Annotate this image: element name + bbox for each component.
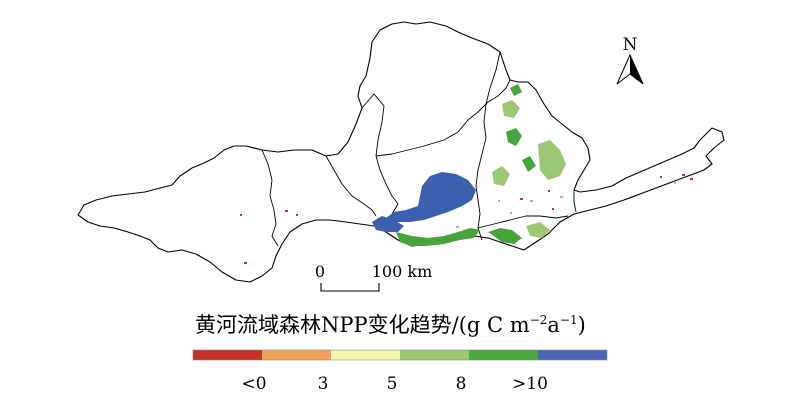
legend-tick-label: <0 xyxy=(241,374,266,394)
npp-patch-light-green xyxy=(492,166,510,186)
scale-bar-end-label: 100 km xyxy=(372,262,433,281)
npp-patch-light-green xyxy=(502,100,520,118)
npp-patch-high-trend xyxy=(386,172,476,222)
npp-patch-green xyxy=(506,128,522,146)
npp-patch-light-green xyxy=(538,140,566,180)
legend-title-end: ) xyxy=(577,313,586,337)
north-arrow: N xyxy=(616,35,644,85)
legend-tick-label: >10 xyxy=(512,374,548,394)
legend-title-exp2: −1 xyxy=(559,313,578,327)
sub-basin-boundary-lower xyxy=(573,190,577,213)
sub-basin-boundary-fen xyxy=(475,51,501,241)
npp-trend-patches xyxy=(240,84,693,264)
sub-basin-boundary-north xyxy=(375,79,511,157)
legend-color-ramp xyxy=(192,349,608,361)
legend-class-swatch xyxy=(331,350,400,360)
legend-title-main: 黄河流域森林NPP变化趋势/(g C m xyxy=(195,313,530,337)
legend-class-swatch xyxy=(538,350,607,360)
sub-basin-boundary-ordos xyxy=(361,93,399,205)
npp-patch-green xyxy=(510,84,522,96)
npp-patch-decrease-specks xyxy=(240,174,693,264)
legend-title: 黄河流域森林NPP变化趋势/(g C m−2a−1) xyxy=(195,309,635,339)
sub-basin-boundary-loop xyxy=(325,155,377,217)
sub-basin-boundary-south xyxy=(477,215,569,229)
legend-tick-label: 8 xyxy=(456,374,467,394)
npp-patch-green xyxy=(522,156,536,172)
npp-patch-high-trend xyxy=(372,216,404,232)
legend-title-exp1: −2 xyxy=(529,313,548,327)
legend-class-swatch xyxy=(193,350,262,360)
legend-class-swatch xyxy=(400,350,469,360)
legend-tick-label: 3 xyxy=(318,374,329,394)
legend-class-swatch xyxy=(262,350,331,360)
legend-tick-label: 5 xyxy=(387,374,398,394)
npp-patch-green-belt xyxy=(488,228,522,244)
scale-bar: 0 100 km xyxy=(315,262,433,292)
npp-patch-low-specks xyxy=(456,182,676,228)
north-arrow-label: N xyxy=(623,35,638,55)
npp-patch-light-green xyxy=(526,222,550,238)
npp-patch-green-belt xyxy=(396,228,480,246)
legend-class-swatch xyxy=(469,350,538,360)
legend-title-mid: a xyxy=(547,313,560,337)
legend-tick-labels: <0 3 5 8 >10 xyxy=(241,374,547,394)
scale-bar-start-label: 0 xyxy=(315,262,325,281)
sub-basin-boundary-west xyxy=(261,149,279,247)
